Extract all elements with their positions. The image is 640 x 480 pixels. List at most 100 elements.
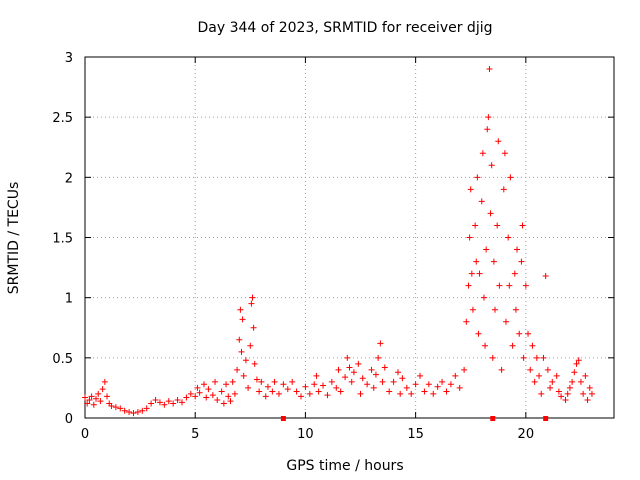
data-point: [253, 376, 260, 383]
data-point: [248, 300, 255, 307]
data-point: [562, 396, 569, 403]
y-tick-label: 1: [65, 292, 73, 307]
chart-title: Day 344 of 2023, SRMTID for receiver dji…: [198, 20, 493, 36]
data-point: [229, 378, 236, 385]
data-point: [108, 402, 115, 409]
data-point: [582, 372, 589, 379]
data-point: [225, 393, 232, 400]
data-point: [555, 388, 562, 395]
data-point: [101, 378, 108, 385]
data-point: [174, 396, 181, 403]
y-tick-label: 0.5: [52, 352, 73, 367]
data-point: [475, 330, 482, 337]
data-point: [452, 372, 459, 379]
data-point: [346, 364, 353, 371]
data-point: [104, 393, 111, 400]
data-point: [540, 354, 547, 361]
data-point: [577, 378, 584, 385]
data-point: [522, 282, 529, 289]
data-point: [112, 404, 119, 411]
x-axis-label: GPS time / hours: [286, 458, 403, 474]
x-tick-label: 10: [297, 427, 314, 442]
data-point: [201, 381, 208, 388]
data-point: [485, 114, 492, 121]
data-point: [489, 354, 496, 361]
data-point: [93, 395, 100, 402]
x-tick-label: 20: [518, 427, 535, 442]
data-point: [320, 382, 327, 389]
data-point: [121, 407, 128, 414]
data-point: [335, 366, 342, 373]
x-axis-marker: [280, 416, 286, 421]
data-point: [117, 405, 124, 412]
data-point: [573, 360, 580, 367]
data-point: [500, 186, 507, 193]
axis-ticks: 0 5 10 15 20 0 0.5 1 1.5 2 2.5 3: [52, 51, 614, 442]
data-point: [134, 408, 141, 415]
data-point: [468, 270, 475, 277]
data-point: [337, 388, 344, 395]
data-point: [478, 198, 485, 205]
data-point: [236, 336, 243, 343]
data-point: [520, 354, 527, 361]
data-point: [240, 372, 247, 379]
data-point: [275, 390, 282, 397]
data-point: [333, 384, 340, 391]
data-point: [165, 398, 172, 405]
data-point: [247, 342, 254, 349]
data-point: [425, 381, 432, 388]
data-point: [348, 378, 355, 385]
data-point: [311, 381, 318, 388]
data-point: [271, 378, 278, 385]
data-point: [533, 354, 540, 361]
data-point: [549, 378, 556, 385]
data-point: [194, 384, 201, 391]
data-point: [187, 390, 194, 397]
data-point: [542, 273, 549, 280]
data-point: [463, 318, 470, 325]
data-point: [488, 162, 495, 169]
data-point: [88, 393, 95, 400]
y-tick-label: 2.5: [52, 111, 73, 126]
data-point: [251, 360, 258, 367]
data-point: [280, 381, 287, 388]
data-point: [417, 372, 424, 379]
x-axis-markers: [280, 416, 549, 421]
data-point: [344, 354, 351, 361]
data-point: [480, 294, 487, 301]
data-point: [472, 222, 479, 229]
data-point: [558, 393, 565, 400]
data-point: [575, 357, 582, 364]
data-point: [196, 389, 203, 396]
data-point: [502, 318, 509, 325]
y-tick-label: 1.5: [52, 232, 73, 247]
x-axis-marker: [490, 416, 496, 421]
x-tick-label: 0: [81, 427, 89, 442]
data-point: [482, 342, 489, 349]
data-point: [501, 150, 508, 157]
data-point: [372, 371, 379, 378]
data-point: [547, 384, 554, 391]
data-point: [505, 234, 512, 241]
data-point: [486, 66, 493, 73]
data-point: [342, 374, 349, 381]
data-point: [580, 390, 587, 397]
data-point: [403, 384, 410, 391]
data-point: [126, 408, 133, 415]
data-points: [82, 66, 595, 417]
data-point: [82, 394, 88, 401]
data-point: [192, 393, 199, 400]
data-point: [469, 306, 476, 313]
data-point: [527, 366, 534, 373]
data-point: [507, 174, 514, 181]
data-point: [479, 150, 486, 157]
data-point: [566, 384, 573, 391]
data-point: [377, 340, 384, 347]
data-point: [498, 366, 505, 373]
y-axis-label: SRMTID / TECUs: [6, 182, 22, 295]
data-point: [293, 388, 300, 395]
data-point: [518, 258, 525, 265]
data-point: [434, 383, 441, 390]
data-point: [461, 366, 468, 373]
